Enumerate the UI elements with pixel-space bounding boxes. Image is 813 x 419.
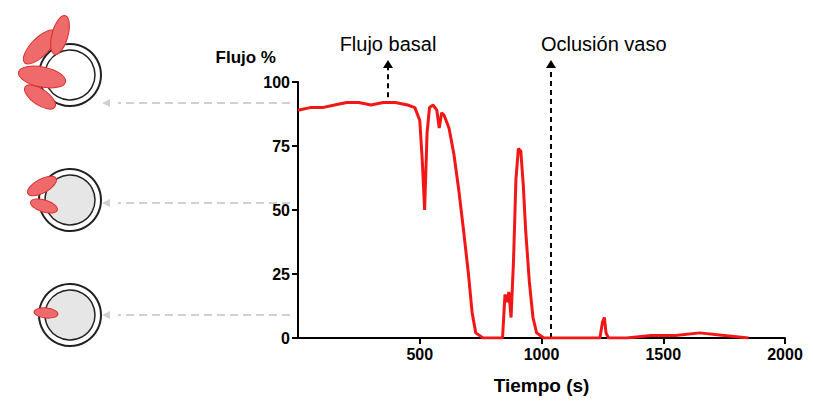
- svg-text:50: 50: [272, 202, 290, 219]
- svg-text:0: 0: [281, 330, 290, 347]
- svg-text:Tiempo (s): Tiempo (s): [494, 375, 590, 396]
- svg-text:100: 100: [263, 74, 290, 91]
- svg-text:75: 75: [272, 138, 290, 155]
- svg-text:25: 25: [272, 266, 290, 283]
- svg-text:1000: 1000: [524, 346, 560, 363]
- svg-text:2000: 2000: [767, 346, 803, 363]
- svg-text:500: 500: [406, 346, 433, 363]
- svg-text:1500: 1500: [645, 346, 681, 363]
- svg-text:Oclusión vaso: Oclusión vaso: [541, 33, 667, 55]
- svg-text:Flujo basal: Flujo basal: [340, 33, 437, 55]
- svg-text:Flujo %: Flujo %: [216, 48, 276, 67]
